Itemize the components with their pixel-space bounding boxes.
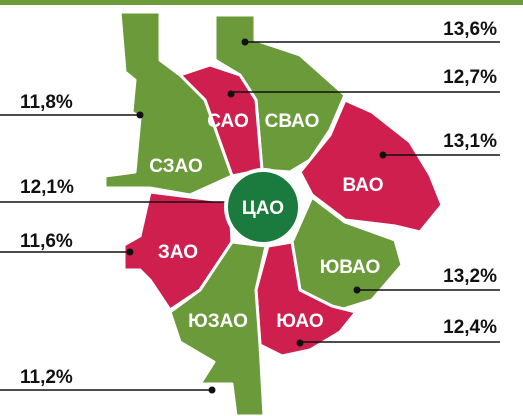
district-shape [298, 98, 444, 234]
district-name: СЗАО [149, 156, 203, 177]
center-district [224, 168, 302, 246]
district-share: 11,2% [20, 367, 73, 388]
district-share: 12,7% [443, 67, 497, 88]
top-bar [0, 0, 523, 5]
district-share: 13,6% [443, 19, 497, 40]
district-name: САО [207, 111, 249, 132]
district-shape [168, 240, 268, 416]
leader-dot [126, 248, 134, 256]
district-name: ЮЗАО [188, 311, 248, 332]
leader-dot [136, 111, 144, 119]
district-share: 11,6% [20, 231, 73, 252]
district-name: ЗАО [158, 242, 198, 263]
leader-dot [208, 386, 216, 394]
center-share: 12,1% [20, 177, 74, 198]
leader-dot [379, 151, 387, 159]
district-share: 12,4% [443, 317, 497, 338]
district-name: ЮВАО [320, 257, 381, 278]
district-shape [103, 10, 234, 197]
center-name: ЦАО [242, 198, 284, 219]
district-share: 13,1% [443, 131, 497, 152]
district-share: 11,8% [20, 92, 73, 113]
district-name: ВАО [342, 175, 383, 196]
leader-dot [296, 339, 304, 347]
leader-dot [241, 38, 249, 46]
district-name: СВАО [265, 111, 320, 132]
district-name: ЮАО [276, 311, 323, 332]
leader-line [299, 341, 500, 343]
district-share: 13,2% [443, 266, 497, 287]
leader-dot [353, 286, 361, 294]
leader-dot [227, 90, 235, 98]
